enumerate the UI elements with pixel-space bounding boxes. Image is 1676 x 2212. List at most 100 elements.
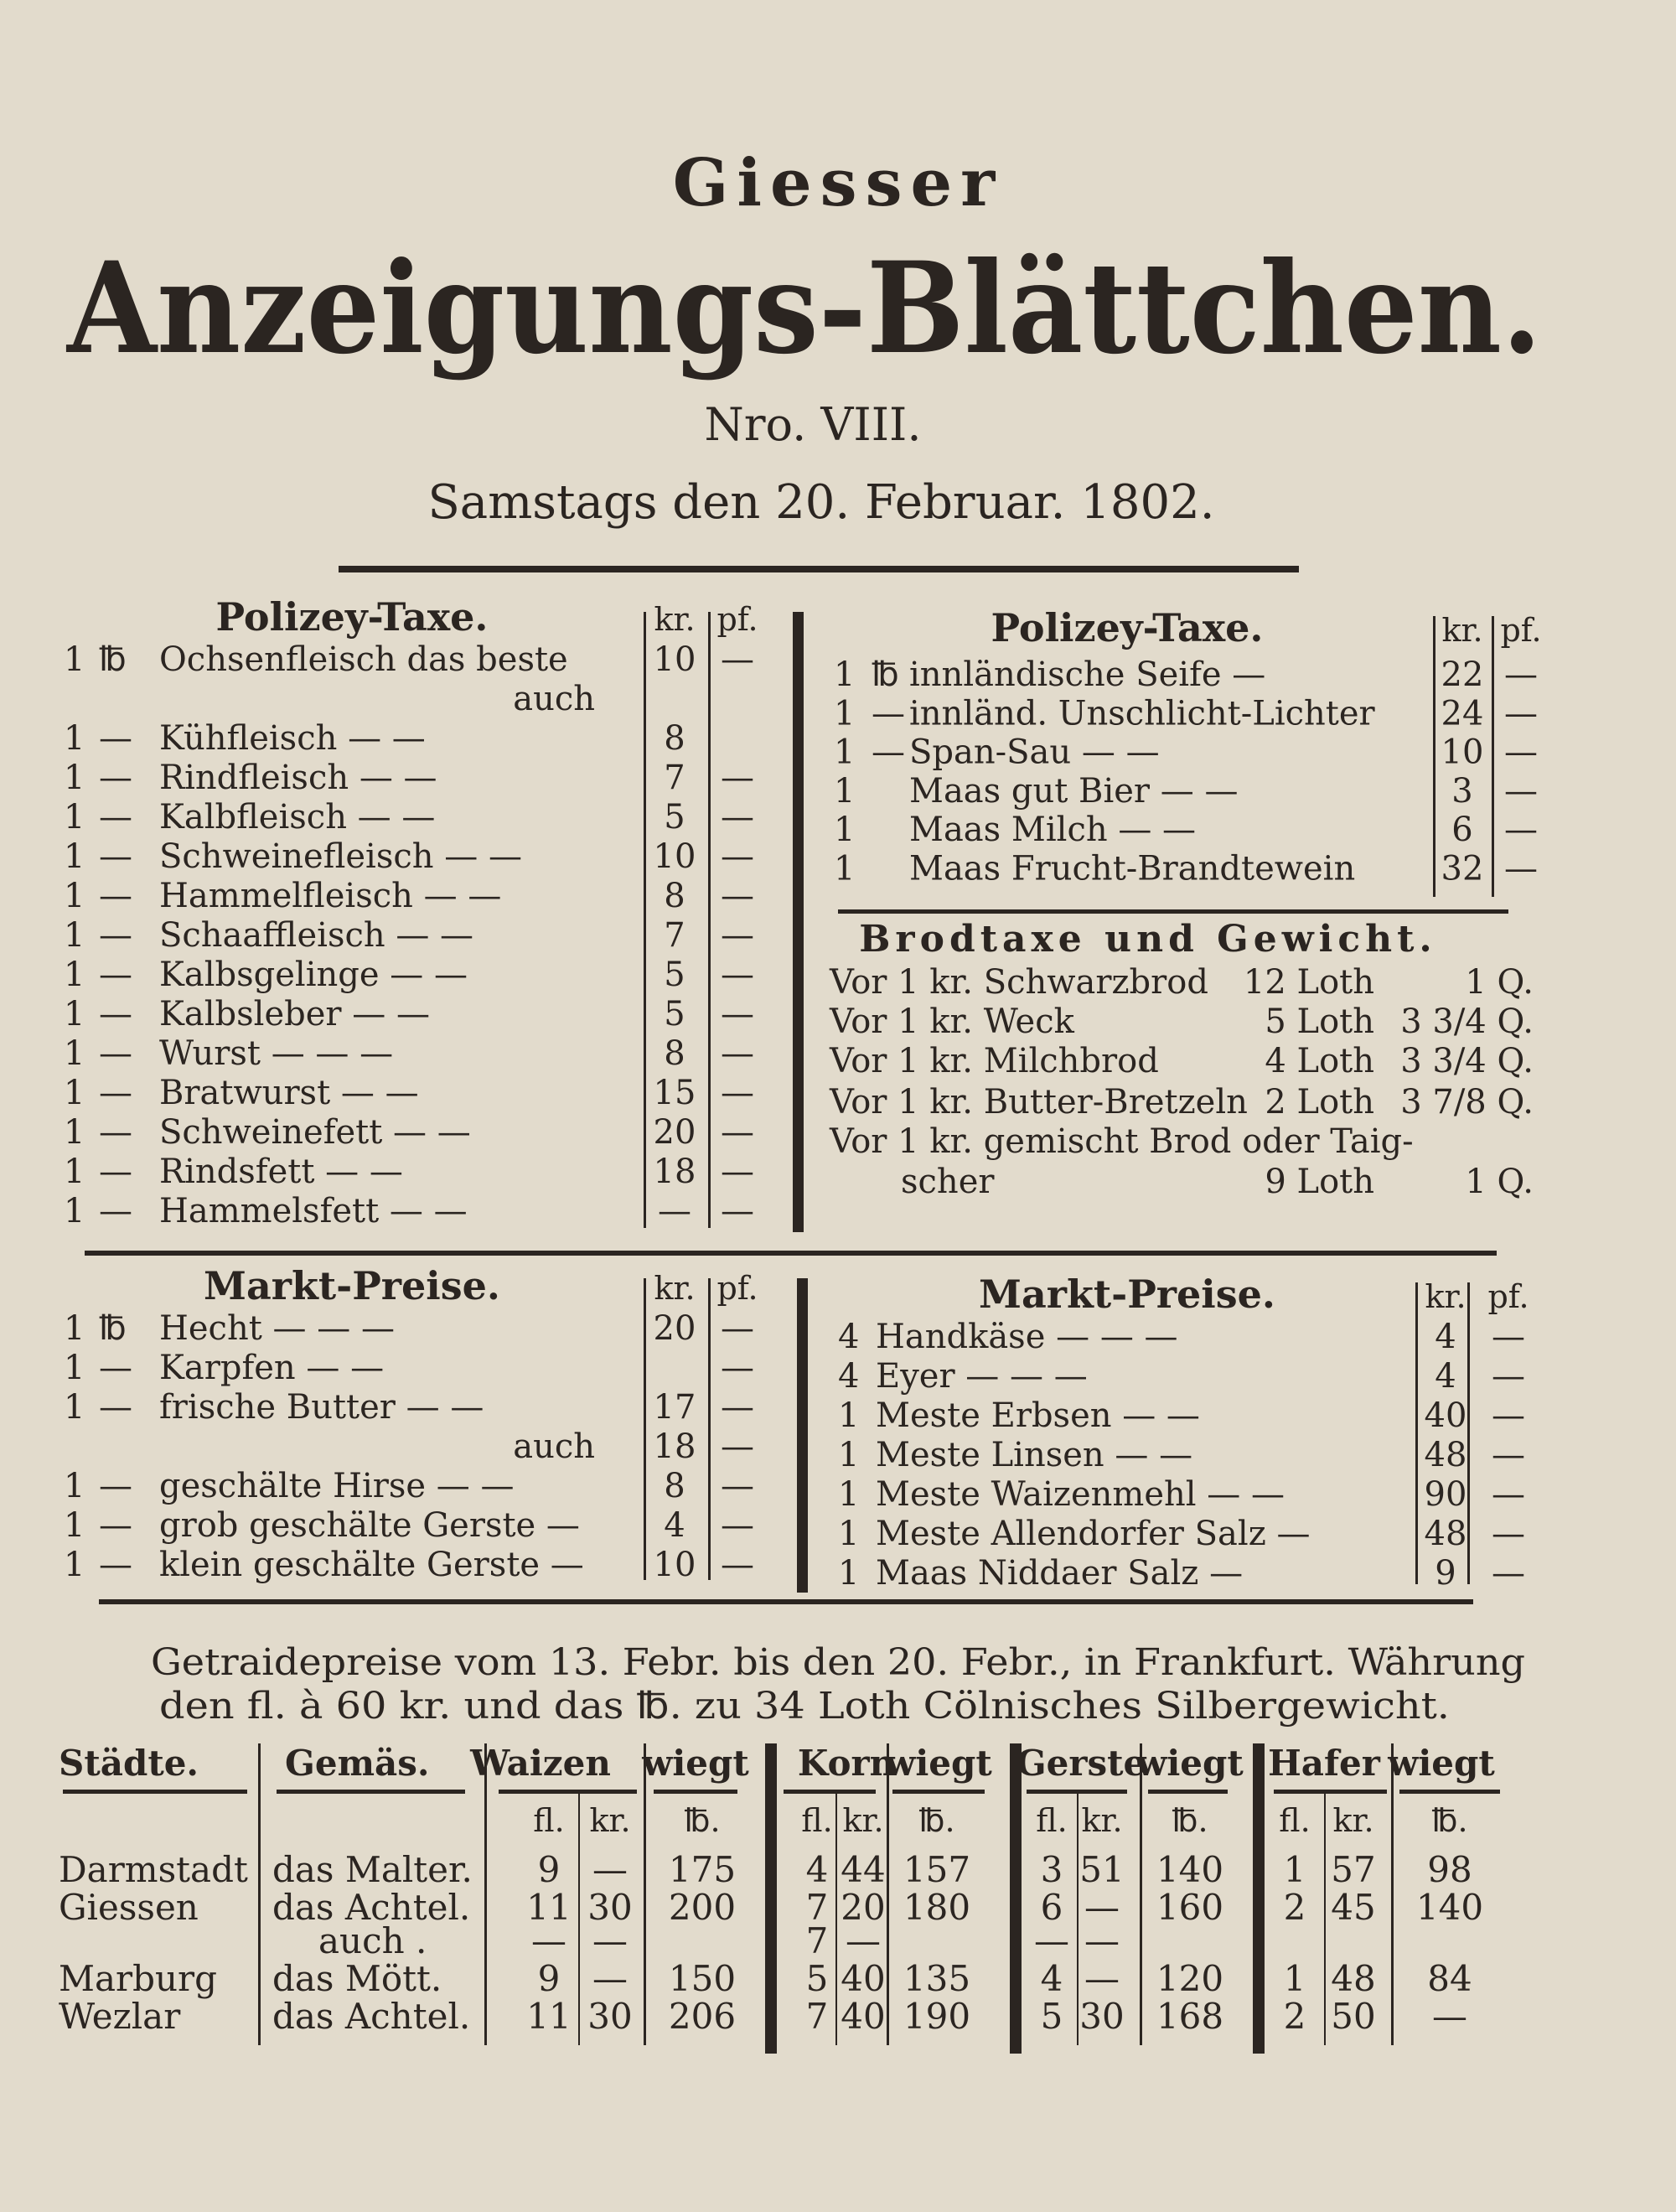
table-value: 30 bbox=[587, 1996, 632, 2037]
table-value: 44 bbox=[841, 1849, 885, 1890]
row-item: Karpfen — — bbox=[159, 1349, 384, 1387]
row-quantity: 1 bbox=[838, 1475, 859, 1514]
row-item: Hammelfleisch — — bbox=[159, 877, 501, 915]
masthead-rule bbox=[339, 566, 1299, 572]
bread-weight-loth: 12 Loth bbox=[1244, 963, 1374, 1002]
row-price-kr: 90 bbox=[1425, 1475, 1467, 1514]
table-value: 9 bbox=[538, 1849, 561, 1890]
row-item: Maas gut Bier — — bbox=[909, 772, 1238, 811]
row-price-pf: — bbox=[721, 759, 754, 797]
table-subheader: kr. bbox=[1332, 1802, 1373, 1839]
row-item: Meste Allendorfer Salz — bbox=[876, 1515, 1310, 1553]
section-header: Markt-Preise. bbox=[204, 1263, 500, 1308]
row-unit: — bbox=[99, 877, 132, 915]
bread-weight-loth: 2 Loth bbox=[1265, 1083, 1374, 1122]
table-subheader: ℔. bbox=[684, 1802, 720, 1839]
row-unit: ℔ bbox=[872, 655, 899, 694]
column-rule bbox=[797, 1278, 808, 1593]
table-value: — bbox=[1432, 1996, 1467, 2037]
row-price-kr: 7 bbox=[664, 916, 685, 955]
row-item: innländische Seife — bbox=[909, 655, 1265, 694]
row-price-pf: — bbox=[721, 1467, 754, 1505]
row-unit: — bbox=[99, 837, 132, 876]
row-price-kr: 10 bbox=[654, 640, 696, 679]
column-label-kr: kr. bbox=[654, 601, 695, 638]
row-price-kr: 4 bbox=[1435, 1357, 1456, 1396]
table-measure: auch . bbox=[318, 1920, 427, 1961]
row-price-pf: — bbox=[1492, 1318, 1525, 1356]
row-quantity: 1 bbox=[64, 1388, 85, 1427]
row-price-pf: — bbox=[721, 1506, 754, 1545]
table-value: 20 bbox=[841, 1887, 885, 1928]
row-quantity: 4 bbox=[838, 1318, 859, 1356]
table-subheader: ℔. bbox=[1431, 1802, 1467, 1839]
row-price-pf: — bbox=[721, 1153, 754, 1191]
row-price-pf: — bbox=[1504, 733, 1538, 772]
column-rule bbox=[1415, 1282, 1418, 1584]
header-underline bbox=[892, 1790, 985, 1794]
table-value: 45 bbox=[1331, 1887, 1375, 1928]
row-price-pf: — bbox=[1504, 655, 1538, 694]
row-quantity: 1 bbox=[834, 850, 855, 888]
row-item: auch bbox=[513, 1427, 595, 1466]
table-value: 175 bbox=[669, 1849, 736, 1890]
table-measure: das Achtel. bbox=[272, 1996, 470, 2037]
row-price-kr: 40 bbox=[1425, 1396, 1467, 1435]
bread-item: Vor 1 kr. gemischt Brod oder Taig- bbox=[829, 1122, 1414, 1161]
row-item: Ochsenfleisch das beste bbox=[159, 640, 568, 679]
section-rule bbox=[838, 909, 1508, 914]
table-header: Korn bbox=[798, 1743, 895, 1784]
row-price-kr: 7 bbox=[664, 759, 685, 797]
row-quantity: 1 bbox=[834, 811, 855, 849]
row-quantity: 1 bbox=[64, 1349, 85, 1387]
bread-weight-quent: 3 7/8 Q. bbox=[1400, 1083, 1534, 1122]
column-label-kr: kr. bbox=[1441, 612, 1482, 649]
row-price-kr: 20 bbox=[654, 1113, 696, 1152]
row-item: Bratwurst — — bbox=[159, 1074, 419, 1112]
row-quantity: 1 bbox=[64, 1153, 85, 1191]
section-header: Brodtaxe und Gewicht. bbox=[859, 918, 1437, 961]
column-rule bbox=[708, 1278, 711, 1580]
row-item: Meste Erbsen — — bbox=[876, 1396, 1200, 1435]
column-rule bbox=[644, 1278, 646, 1580]
table-value: 7 bbox=[806, 1920, 829, 1961]
header-underline bbox=[63, 1790, 247, 1794]
column-rule bbox=[793, 612, 804, 1232]
table-value: 1 bbox=[1284, 1849, 1306, 1890]
row-quantity: 1 bbox=[64, 916, 85, 955]
bread-weight-loth: 4 Loth bbox=[1265, 1042, 1374, 1080]
table-value: 168 bbox=[1156, 1996, 1223, 2037]
table-column-rule bbox=[1140, 1743, 1142, 2045]
table-value: 30 bbox=[587, 1887, 632, 1928]
row-price-kr: 18 bbox=[654, 1153, 696, 1191]
table-subheader: kr. bbox=[589, 1802, 630, 1839]
bread-weight-quent: 3 3/4 Q. bbox=[1400, 1042, 1534, 1080]
row-quantity: 1 bbox=[64, 837, 85, 876]
row-price-pf: — bbox=[721, 1546, 754, 1584]
row-unit: — bbox=[99, 1506, 132, 1545]
bread-item: Vor 1 kr. Milchbrod bbox=[829, 1042, 1159, 1080]
row-unit: — bbox=[99, 916, 132, 955]
row-item: Handkäse — — — bbox=[876, 1318, 1178, 1356]
table-value: 9 bbox=[538, 1958, 561, 1999]
table-value: 11 bbox=[526, 1996, 571, 2037]
table-subheader: kr. bbox=[1081, 1802, 1122, 1839]
table-value: 1 bbox=[1284, 1958, 1306, 1999]
row-price-pf: — bbox=[721, 1192, 754, 1230]
table-value: — bbox=[592, 1958, 628, 1999]
row-item: frische Butter — — bbox=[159, 1388, 484, 1427]
row-item: auch bbox=[513, 680, 595, 718]
section-header: Markt-Preise. bbox=[979, 1272, 1275, 1317]
table-column-rule bbox=[1391, 1743, 1394, 2045]
table-value: 206 bbox=[669, 1996, 736, 2037]
table-column-rule bbox=[484, 1743, 487, 2045]
section-header: Polizey-Taxe. bbox=[216, 594, 489, 640]
row-unit: — bbox=[99, 995, 132, 1033]
table-value: 51 bbox=[1079, 1849, 1124, 1890]
row-quantity: 1 bbox=[838, 1515, 859, 1553]
row-price-kr: 4 bbox=[664, 1506, 685, 1545]
table-value: 2 bbox=[1284, 1887, 1306, 1928]
row-unit: — bbox=[99, 1192, 132, 1230]
section-rule bbox=[99, 1599, 1473, 1604]
row-price-kr: 22 bbox=[1441, 655, 1484, 694]
